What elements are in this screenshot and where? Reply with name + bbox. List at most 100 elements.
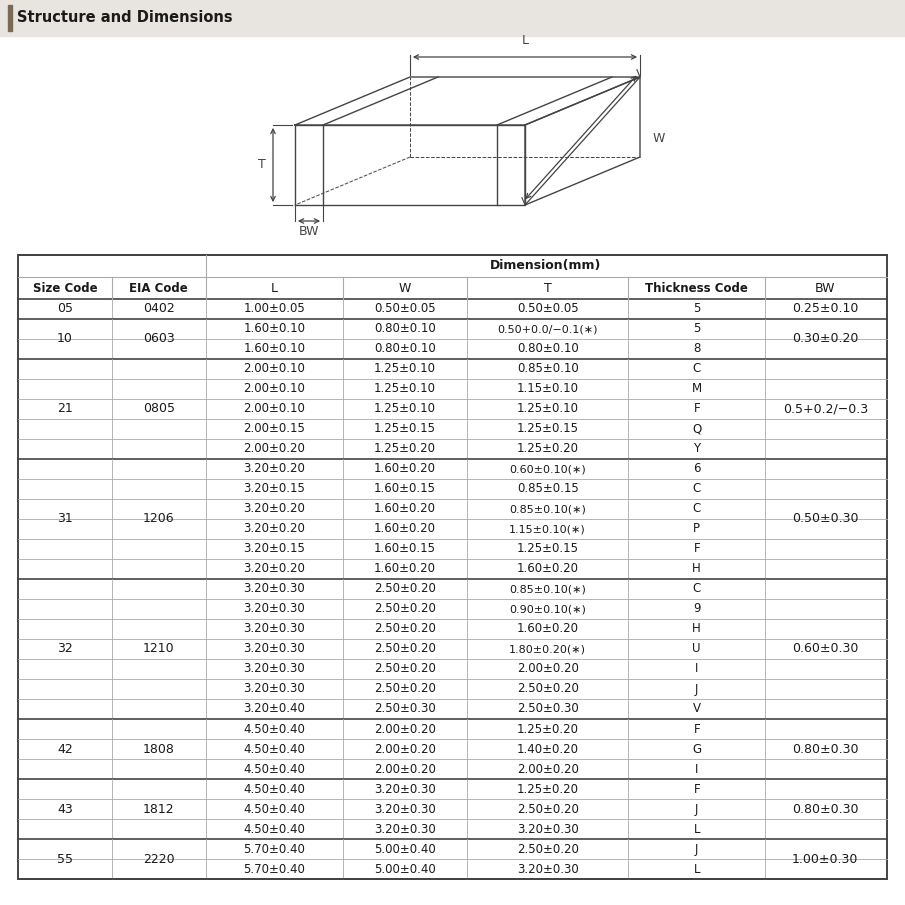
Text: 5.70±0.40: 5.70±0.40 xyxy=(243,862,305,875)
Text: 10: 10 xyxy=(57,332,73,346)
Text: M: M xyxy=(691,383,701,395)
Text: 9: 9 xyxy=(693,603,700,615)
Text: 42: 42 xyxy=(57,742,72,756)
Text: 4.50±0.40: 4.50±0.40 xyxy=(243,783,305,795)
Text: G: G xyxy=(692,742,701,756)
Text: 1.60±0.15: 1.60±0.15 xyxy=(374,542,436,556)
Text: H: H xyxy=(692,563,701,576)
Text: 3.20±0.30: 3.20±0.30 xyxy=(517,862,578,875)
Text: 1.60±0.20: 1.60±0.20 xyxy=(374,522,436,536)
Text: 2.00±0.20: 2.00±0.20 xyxy=(517,662,578,675)
Text: F: F xyxy=(693,722,700,736)
Text: 8: 8 xyxy=(693,342,700,356)
Text: 0.85±0.15: 0.85±0.15 xyxy=(517,482,578,496)
Text: 1.25±0.15: 1.25±0.15 xyxy=(517,542,578,556)
Text: 0.80±0.10: 0.80±0.10 xyxy=(375,342,436,356)
Text: 0603: 0603 xyxy=(143,332,175,346)
Text: C: C xyxy=(692,363,700,376)
Bar xyxy=(8,5,12,31)
Text: W: W xyxy=(399,281,412,294)
Text: J: J xyxy=(695,803,699,815)
Text: L: L xyxy=(693,862,700,875)
Text: 31: 31 xyxy=(57,512,72,526)
Text: T: T xyxy=(544,281,551,294)
Text: 3.20±0.30: 3.20±0.30 xyxy=(243,643,305,655)
Text: F: F xyxy=(693,403,700,415)
Text: 1.60±0.20: 1.60±0.20 xyxy=(374,563,436,576)
Text: 2.50±0.20: 2.50±0.20 xyxy=(374,682,436,696)
Text: Y: Y xyxy=(693,443,700,455)
Text: 1.00±0.05: 1.00±0.05 xyxy=(243,302,305,316)
Polygon shape xyxy=(295,125,525,205)
Text: 3.20±0.20: 3.20±0.20 xyxy=(243,462,305,475)
Text: 1.00±0.30: 1.00±0.30 xyxy=(792,853,859,865)
Text: 0.25±0.10: 0.25±0.10 xyxy=(792,302,859,316)
Text: 1.15±0.10: 1.15±0.10 xyxy=(517,383,578,395)
Text: 1.60±0.10: 1.60±0.10 xyxy=(243,342,305,356)
Text: 1.15±0.10(∗): 1.15±0.10(∗) xyxy=(510,524,586,534)
Text: 0.85±0.10(∗): 0.85±0.10(∗) xyxy=(510,584,586,594)
Text: 1206: 1206 xyxy=(143,512,175,526)
Text: 0.60±0.10(∗): 0.60±0.10(∗) xyxy=(510,464,586,474)
Text: C: C xyxy=(692,583,700,595)
Polygon shape xyxy=(295,77,640,125)
Bar xyxy=(18,255,887,879)
Text: 4.50±0.40: 4.50±0.40 xyxy=(243,742,305,756)
Text: 32: 32 xyxy=(57,643,72,655)
Text: 1.25±0.15: 1.25±0.15 xyxy=(517,423,578,435)
Text: 3.20±0.15: 3.20±0.15 xyxy=(243,542,305,556)
Text: 0.80±0.10: 0.80±0.10 xyxy=(517,342,578,356)
Text: V: V xyxy=(692,702,700,716)
Text: 0.80±0.30: 0.80±0.30 xyxy=(792,742,859,756)
Text: 0.50±0.05: 0.50±0.05 xyxy=(375,302,436,316)
Text: 2.00±0.20: 2.00±0.20 xyxy=(243,443,305,455)
Text: 1.60±0.20: 1.60±0.20 xyxy=(517,563,578,576)
Text: 3.20±0.30: 3.20±0.30 xyxy=(375,783,436,795)
Text: 2.50±0.20: 2.50±0.20 xyxy=(517,803,578,815)
Text: 1.25±0.10: 1.25±0.10 xyxy=(374,363,436,376)
Text: L: L xyxy=(521,34,529,47)
Text: 0.5+0.2/−0.3: 0.5+0.2/−0.3 xyxy=(783,403,868,415)
Text: 3.20±0.30: 3.20±0.30 xyxy=(375,823,436,835)
Text: 2.00±0.20: 2.00±0.20 xyxy=(517,763,578,776)
Text: 1210: 1210 xyxy=(143,643,175,655)
Text: 1812: 1812 xyxy=(143,803,175,815)
Text: 0.90±0.10(∗): 0.90±0.10(∗) xyxy=(510,604,586,614)
Text: 1.60±0.20: 1.60±0.20 xyxy=(374,502,436,516)
Text: 2.50±0.20: 2.50±0.20 xyxy=(374,662,436,675)
Text: 1.60±0.15: 1.60±0.15 xyxy=(374,482,436,496)
Text: T: T xyxy=(258,158,266,172)
Text: 1.25±0.15: 1.25±0.15 xyxy=(374,423,436,435)
Text: 3.20±0.20: 3.20±0.20 xyxy=(243,502,305,516)
Text: J: J xyxy=(695,843,699,855)
Text: 3.20±0.20: 3.20±0.20 xyxy=(243,563,305,576)
Text: 0.60±0.30: 0.60±0.30 xyxy=(792,643,859,655)
Text: 4.50±0.40: 4.50±0.40 xyxy=(243,823,305,835)
Text: 3.20±0.30: 3.20±0.30 xyxy=(375,803,436,815)
Text: P: P xyxy=(693,522,700,536)
Text: 1.25±0.10: 1.25±0.10 xyxy=(517,403,578,415)
Text: 3.20±0.30: 3.20±0.30 xyxy=(243,662,305,675)
Text: 55: 55 xyxy=(57,853,73,865)
Text: U: U xyxy=(692,643,701,655)
Text: 3.20±0.15: 3.20±0.15 xyxy=(243,482,305,496)
Text: 0.85±0.10(∗): 0.85±0.10(∗) xyxy=(510,504,586,514)
Text: 1.25±0.20: 1.25±0.20 xyxy=(517,443,578,455)
Text: H: H xyxy=(692,623,701,635)
Text: 5.70±0.40: 5.70±0.40 xyxy=(243,843,305,855)
Text: L: L xyxy=(271,281,278,294)
Text: 0805: 0805 xyxy=(143,403,175,415)
Text: 3.20±0.40: 3.20±0.40 xyxy=(243,702,305,716)
Text: C: C xyxy=(692,482,700,496)
Text: 1.25±0.10: 1.25±0.10 xyxy=(374,383,436,395)
Text: I: I xyxy=(695,763,699,776)
Text: 1.80±0.20(∗): 1.80±0.20(∗) xyxy=(510,644,586,654)
Text: 0.30±0.20: 0.30±0.20 xyxy=(792,332,859,346)
Text: 05: 05 xyxy=(57,302,73,316)
Text: 2.50±0.30: 2.50±0.30 xyxy=(375,702,436,716)
Text: 2.00±0.10: 2.00±0.10 xyxy=(243,363,305,376)
Text: 3.20±0.30: 3.20±0.30 xyxy=(517,823,578,835)
Text: 1.40±0.20: 1.40±0.20 xyxy=(517,742,578,756)
Text: 0.80±0.10: 0.80±0.10 xyxy=(375,322,436,336)
Text: BW: BW xyxy=(299,225,319,238)
